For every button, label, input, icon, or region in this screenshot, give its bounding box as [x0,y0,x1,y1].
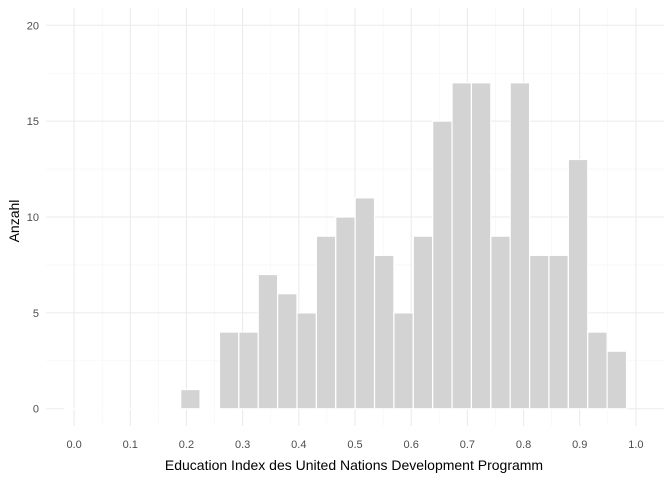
histogram-bar [354,197,376,410]
histogram-bars [63,82,628,410]
histogram-bar [567,158,589,410]
y-axis-title: Anzahl [6,200,22,243]
y-tick-label: 5 [33,308,39,320]
histogram-bar [587,331,608,410]
x-tick-label: 0.9 [572,439,587,451]
y-tick-label: 20 [27,20,39,32]
histogram-bar [238,331,259,410]
histogram-bar [199,408,221,410]
histogram-bar [606,350,628,410]
y-tick-label: 15 [27,116,39,128]
histogram-bar [490,235,511,410]
histogram-bar [102,408,124,410]
x-tick-label: 0.5 [347,439,362,451]
x-tick-label: 0.6 [404,439,419,451]
histogram-bar [296,312,317,410]
histogram-bar [277,293,298,410]
x-tick-label: 0.4 [291,439,306,451]
x-tick-label: 0.2 [179,439,194,451]
x-tick-label: 1.0 [628,439,643,451]
x-axis-title: Education Index des United Nations Devel… [165,457,543,473]
histogram-bar [315,235,337,410]
x-tick-label: 0.8 [516,439,531,451]
y-axis-tick-labels: 0 5 10 15 20 [27,20,39,415]
histogram-bar [180,388,201,410]
histogram-bar [528,254,550,410]
x-tick-label: 0.3 [235,439,250,451]
x-tick-label: 0.0 [66,439,81,451]
histogram-bar [470,82,492,410]
x-tick-label: 0.1 [123,439,138,451]
y-tick-label: 0 [33,404,39,416]
histogram-bar [335,216,356,410]
histogram-bar [160,408,182,410]
histogram-bar [63,408,85,410]
histogram-bar [257,273,279,410]
histogram-bar [432,120,453,410]
histogram-bar [412,235,434,410]
y-tick-label: 10 [27,212,39,224]
histogram-bar [451,82,473,410]
histogram-bar [218,331,240,410]
x-tick-label: 0.7 [460,439,475,451]
histogram-bar [373,254,395,410]
histogram-bar [548,254,569,410]
histogram-bar [141,408,162,410]
histogram-bar [509,82,531,410]
histogram-bar [83,408,104,410]
histogram-bar [393,312,414,410]
histogram-bar [121,408,143,410]
x-axis-tick-labels: 0.0 0.1 0.2 0.3 0.4 0.5 0.6 0.7 0.8 0.9 1.0 [66,439,643,451]
